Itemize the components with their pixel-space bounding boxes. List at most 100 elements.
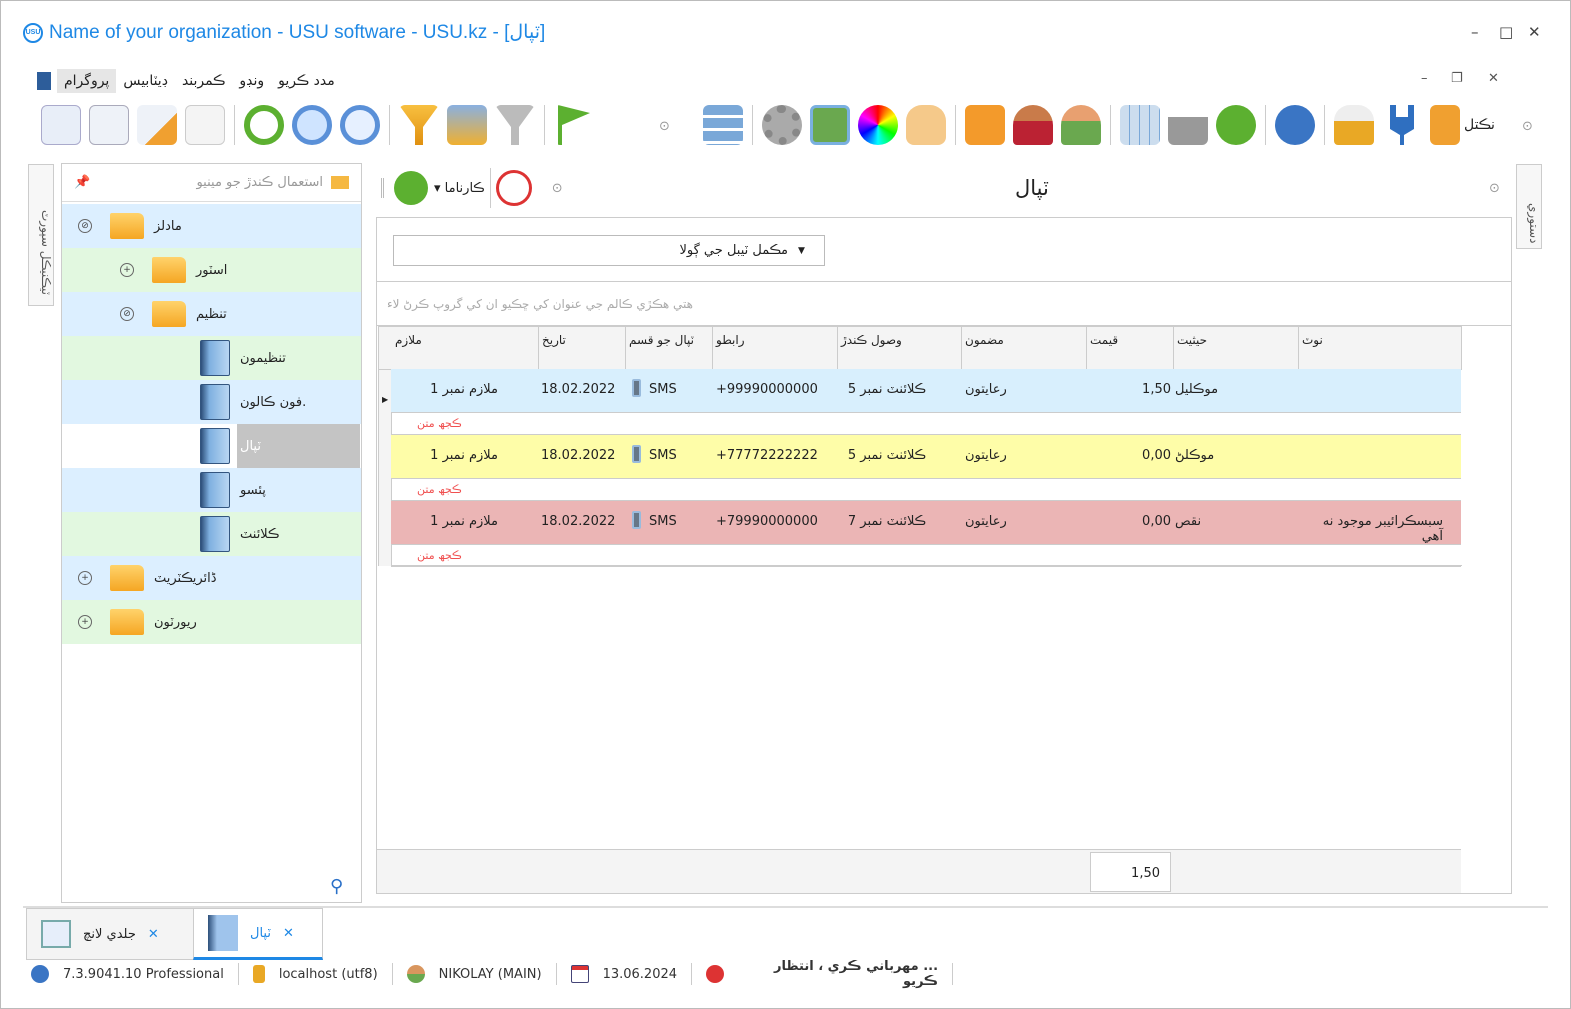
hand-icon[interactable] [906, 105, 946, 145]
close-tab-icon[interactable]: ✕ [147, 926, 159, 942]
flag-icon[interactable] [558, 105, 590, 145]
menu-bar: پروگرام ڊيٽابيس ڪمربند ونڊو مدد ڪريو [37, 69, 342, 93]
error-icon [706, 965, 725, 983]
expand-icon[interactable]: + [78, 615, 92, 629]
page-title: ٽپال [1015, 176, 1049, 200]
tree-item[interactable]: تنظيمون [62, 336, 361, 380]
column-header[interactable]: وصول ڪندڙ [838, 327, 962, 370]
search-icon[interactable] [292, 105, 332, 145]
table-icon[interactable] [1120, 105, 1160, 145]
filter-clear-icon[interactable] [495, 105, 535, 145]
clock-icon[interactable] [495, 170, 532, 206]
info-icon[interactable] [1275, 105, 1315, 145]
gear-icon[interactable] [762, 105, 802, 145]
expand-icon[interactable]: + [78, 571, 92, 585]
tree-item[interactable]: پئسو [62, 468, 361, 512]
side-tab-manual[interactable]: دستوري [1516, 164, 1542, 249]
mdi-close-button[interactable]: ✕ [1488, 71, 1499, 86]
exit-button[interactable]: نڪتل [1464, 117, 1495, 133]
window-icon [41, 920, 71, 948]
tree-item[interactable]: فون ڪالون. [62, 380, 361, 424]
search-table-icon[interactable] [340, 105, 380, 145]
exit-icon[interactable] [1430, 105, 1460, 145]
column-header[interactable]: نوٽ [1299, 327, 1462, 370]
refresh-icon[interactable] [244, 105, 284, 145]
users-icon[interactable] [1061, 105, 1101, 145]
minimize-button[interactable]: – [1471, 23, 1479, 41]
price-cell: 1,50 [1142, 382, 1171, 397]
window-title: USU Name of your organization - USU softw… [23, 21, 545, 44]
search-icon[interactable]: ⚲ [330, 876, 344, 897]
filter-icon[interactable] [399, 105, 439, 145]
grid-icon[interactable] [703, 105, 743, 145]
actions-go-icon [394, 171, 428, 205]
status-cell: موڪلڻ [1175, 448, 1215, 463]
tree-item[interactable]: + ريورٽون [62, 600, 361, 644]
tab-quick-launch[interactable]: جلدي لانچ ✕ [26, 908, 194, 960]
close-tab-icon[interactable]: ✕ [282, 925, 294, 941]
table-row[interactable]: ملازم نمبر 1 18.02.2022 SMS +77772222222… [391, 435, 1461, 479]
column-header[interactable]: حيثيت [1174, 327, 1299, 370]
menu-database[interactable]: ڊيٽابيس [123, 73, 168, 89]
tree-item[interactable]: ڪلائنٽ [62, 512, 361, 556]
filter-dropdown[interactable]: مڪمل ٽيبل جي ڳولا ▼ [393, 235, 825, 266]
edit-icon[interactable] [137, 105, 177, 145]
recipient-cell: ڪلائنٽ نمبر 5 [847, 382, 926, 397]
tab-mail[interactable]: ٽپال ✕ [193, 908, 323, 960]
recipient-cell: ڪلائنٽ نمبر 7 [847, 514, 926, 529]
menu-help[interactable]: مدد ڪريو [278, 73, 335, 89]
type-cell: SMS [649, 514, 677, 529]
menu-belt[interactable]: ڪمربند [181, 73, 226, 89]
delete-icon[interactable] [185, 105, 225, 145]
tree-item[interactable]: ⊘ مادلز [62, 204, 361, 248]
phone-icon [632, 511, 641, 529]
collapse-icon[interactable]: ⊘ [78, 219, 92, 233]
lock-icon[interactable] [1334, 105, 1374, 145]
price-cell: 0,00 [1142, 448, 1171, 463]
expand-icon[interactable]: + [120, 263, 134, 277]
menu-program[interactable]: پروگرام [57, 69, 117, 93]
type-cell: SMS [649, 448, 677, 463]
column-header[interactable]: قيمت [1087, 327, 1174, 370]
tree-item[interactable]: + اسٽور [62, 248, 361, 292]
maximize-button[interactable]: □ [1499, 23, 1514, 41]
user-key-icon[interactable] [1013, 105, 1053, 145]
column-header[interactable]: ٽپال جو قسم [626, 327, 713, 370]
side-tab-support[interactable]: ٽيڪنيڪل سپورٽ [28, 164, 54, 306]
filter-edit-icon[interactable] [447, 105, 487, 145]
column-header[interactable]: رابطو [713, 327, 838, 370]
mdi-restore-button[interactable]: ❐ [1451, 71, 1463, 86]
column-header[interactable]: ملازم [392, 327, 539, 370]
tree-item[interactable]: ٽپال [62, 424, 361, 468]
toolbar-collapse-icon[interactable]: ⊙ [1522, 119, 1533, 134]
mdi-minimize-button[interactable]: – [1421, 71, 1428, 86]
header-collapse-icon[interactable]: ⊙ [1489, 180, 1500, 196]
menu-window[interactable]: ونڊو [239, 73, 265, 89]
plug-icon[interactable] [1390, 105, 1414, 145]
folder-icon [110, 609, 144, 635]
tree-item[interactable]: ⊘ تنظيم [62, 292, 361, 336]
go-icon[interactable] [1216, 105, 1256, 145]
column-header[interactable]: تاريخ [539, 327, 626, 370]
header-overflow-icon[interactable]: ⊙ [551, 180, 563, 196]
copy-icon[interactable] [89, 105, 129, 145]
pin-icon[interactable]: 📌 [74, 175, 91, 190]
table-row[interactable]: ملازم نمبر 1 18.02.2022 SMS +99990000000… [391, 369, 1461, 413]
usu-logo-icon: USU [23, 22, 43, 43]
status-cell: نقص [1175, 514, 1202, 529]
employee-cell: ملازم نمبر 1 [430, 448, 498, 463]
print-icon[interactable] [1168, 105, 1208, 145]
table-row[interactable]: ملازم نمبر 1 18.02.2022 SMS +79990000000… [391, 501, 1461, 545]
collapse-icon[interactable]: ⊘ [120, 307, 134, 321]
color-wheel-icon[interactable] [858, 105, 898, 145]
column-header[interactable]: مضمون [962, 327, 1087, 370]
actions-button[interactable]: ڪارناما ▾ [434, 180, 485, 196]
tree-item[interactable]: + ڈائريڪٽريٽ [62, 556, 361, 600]
new-record-icon[interactable] [41, 105, 81, 145]
close-button[interactable]: ✕ [1528, 23, 1541, 41]
toolbar [37, 105, 598, 145]
employee-cell: ملازم نمبر 1 [430, 382, 498, 397]
map-icon[interactable] [810, 105, 850, 145]
toolbar-overflow-icon[interactable]: ⊙ [659, 119, 670, 134]
rss-icon[interactable] [965, 105, 1005, 145]
